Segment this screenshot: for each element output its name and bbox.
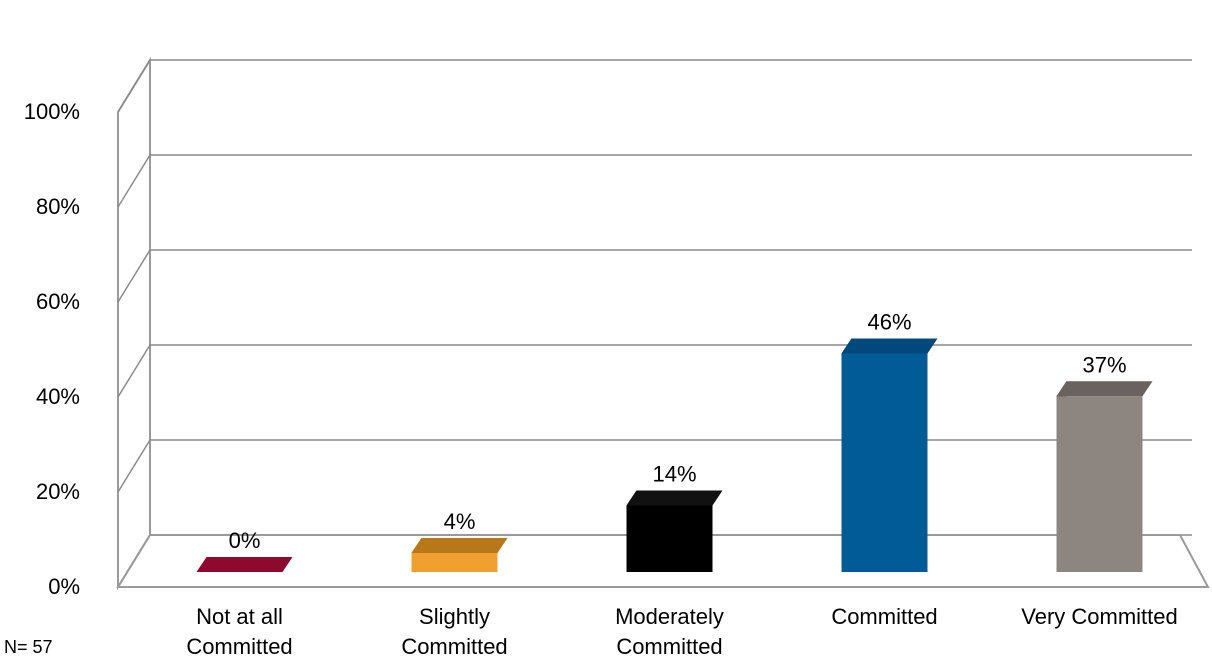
bar-3 xyxy=(626,490,723,572)
bar-top xyxy=(1056,381,1153,397)
y-tick-label: 80% xyxy=(36,194,80,219)
category-label: Committed xyxy=(401,634,507,659)
bars xyxy=(196,338,1153,572)
data-labels: 0% 4% 14% 46% 37% xyxy=(229,310,1127,554)
sample-size-note: N= 57 xyxy=(4,637,53,657)
floor xyxy=(116,534,1210,588)
gridline-40 xyxy=(117,344,1192,398)
data-label: 0% xyxy=(229,528,261,553)
bar-top xyxy=(626,490,723,506)
gridline-80 xyxy=(117,154,1192,208)
bar-top xyxy=(411,538,508,553)
bar-front xyxy=(626,505,713,572)
y-tick-label: 60% xyxy=(36,289,80,314)
bar-front xyxy=(841,353,928,572)
bar-top xyxy=(196,557,293,572)
data-label: 14% xyxy=(652,462,696,487)
bar-front xyxy=(1056,396,1143,572)
category-label: Committed xyxy=(831,604,937,629)
x-axis-category-labels: Not at all Committed Slightly Committed Mode… xyxy=(186,604,1177,659)
left-wall xyxy=(117,56,151,591)
y-tick-label: 20% xyxy=(36,479,80,504)
bar-front xyxy=(411,553,498,572)
bar-top xyxy=(841,338,938,354)
category-label: Committed xyxy=(186,634,292,659)
y-tick-label: 0% xyxy=(48,574,80,599)
gridlines xyxy=(116,56,1210,591)
category-label: Not at all xyxy=(196,604,283,629)
y-tick-label: 40% xyxy=(36,384,80,409)
data-label: 37% xyxy=(1082,352,1126,377)
category-label: Committed xyxy=(616,634,722,659)
category-label: Very Committed xyxy=(1021,604,1178,629)
bar-4 xyxy=(841,338,938,572)
bar-1 xyxy=(196,557,293,572)
category-label: Slightly xyxy=(419,604,490,629)
y-tick-label: 100% xyxy=(24,99,80,124)
data-label: 46% xyxy=(867,310,911,335)
data-label: 4% xyxy=(444,509,476,534)
gridline-100 xyxy=(117,59,1192,113)
bar-5 xyxy=(1056,381,1153,572)
bar-2 xyxy=(411,538,508,572)
gridline-60 xyxy=(117,249,1192,303)
category-label: Moderately xyxy=(615,604,724,629)
y-axis-tick-labels: 0% 20% 40% 60% 80% 100% xyxy=(24,99,80,599)
